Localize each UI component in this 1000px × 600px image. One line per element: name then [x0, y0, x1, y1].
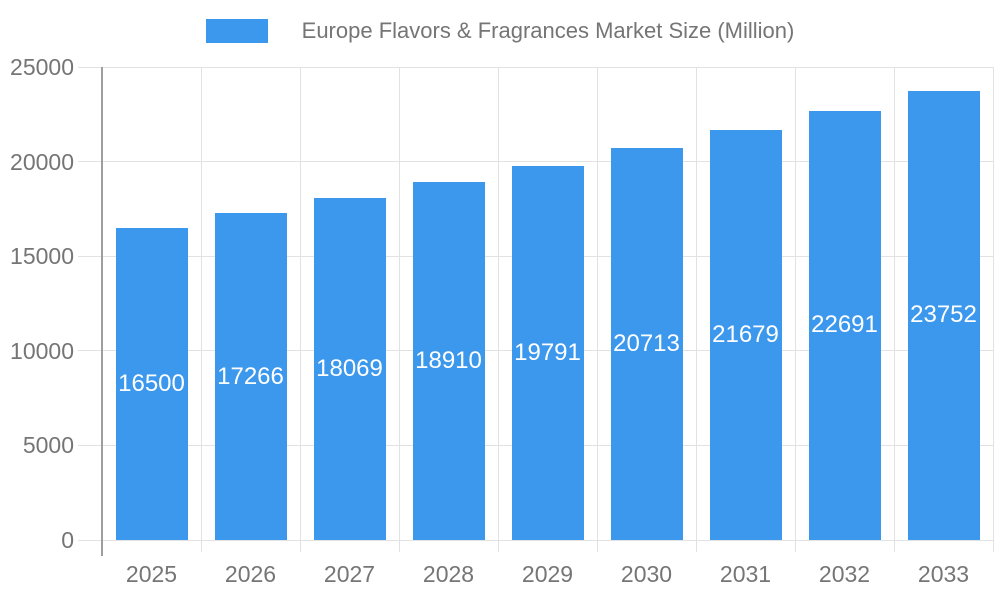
bar-2025[interactable]: 16500 [115, 227, 188, 540]
bar-2029[interactable]: 19791 [511, 165, 584, 540]
bar-2033[interactable]: 23752 [907, 90, 980, 540]
y-tick-label: 5000 [22, 432, 74, 459]
x-tick-label: 2030 [620, 561, 673, 587]
bar-value-label: 19791 [514, 338, 581, 366]
h-gridline [78, 161, 993, 163]
v-gridline [794, 67, 796, 552]
v-gridline [893, 67, 895, 552]
bar-2031[interactable]: 21679 [709, 129, 782, 540]
v-gridline [299, 67, 301, 552]
bar-value-label: 18910 [415, 347, 482, 375]
v-gridline [398, 67, 400, 552]
bar-value-label: 17266 [217, 362, 284, 390]
legend-swatch [205, 19, 268, 43]
x-tick-label: 2032 [818, 561, 871, 587]
x-tick-label: 2025 [125, 561, 178, 587]
h-gridline [78, 66, 993, 68]
v-gridline [992, 67, 994, 552]
bar-2026[interactable]: 17266 [214, 213, 287, 540]
bar-value-label: 22691 [811, 311, 878, 339]
v-gridline [695, 67, 697, 552]
y-tick-label: 20000 [10, 148, 74, 175]
x-tick-label: 2028 [422, 561, 475, 587]
chart-legend: Europe Flavors & Fragrances Market Size … [0, 17, 1000, 45]
bar-2030[interactable]: 20713 [610, 148, 683, 540]
y-axis-line [101, 67, 103, 556]
v-gridline [596, 67, 598, 552]
bar-value-label: 18069 [316, 355, 383, 383]
x-tick-label: 2031 [719, 561, 772, 587]
bar-2027[interactable]: 18069 [313, 198, 386, 540]
x-tick-label: 2033 [917, 561, 970, 587]
bar-2028[interactable]: 18910 [412, 182, 485, 540]
bar-value-label: 21679 [712, 320, 779, 348]
v-gridline [497, 67, 499, 552]
h-gridline [78, 539, 993, 541]
y-tick-label: 15000 [10, 243, 74, 270]
bar-value-label: 23752 [910, 301, 977, 329]
v-gridline [200, 67, 202, 552]
chart-title: Europe Flavors & Fragrances Market Size … [301, 18, 795, 43]
x-tick-label: 2029 [521, 561, 574, 587]
y-tick-label: 10000 [10, 337, 74, 364]
bar-value-label: 20713 [613, 330, 680, 358]
bar-2032[interactable]: 22691 [808, 110, 881, 540]
y-tick-label: 0 [61, 527, 74, 553]
x-tick-label: 2027 [323, 561, 376, 587]
y-tick-label: 25000 [10, 54, 74, 80]
bar-value-label: 16500 [118, 369, 185, 397]
x-tick-label: 2026 [224, 561, 277, 587]
